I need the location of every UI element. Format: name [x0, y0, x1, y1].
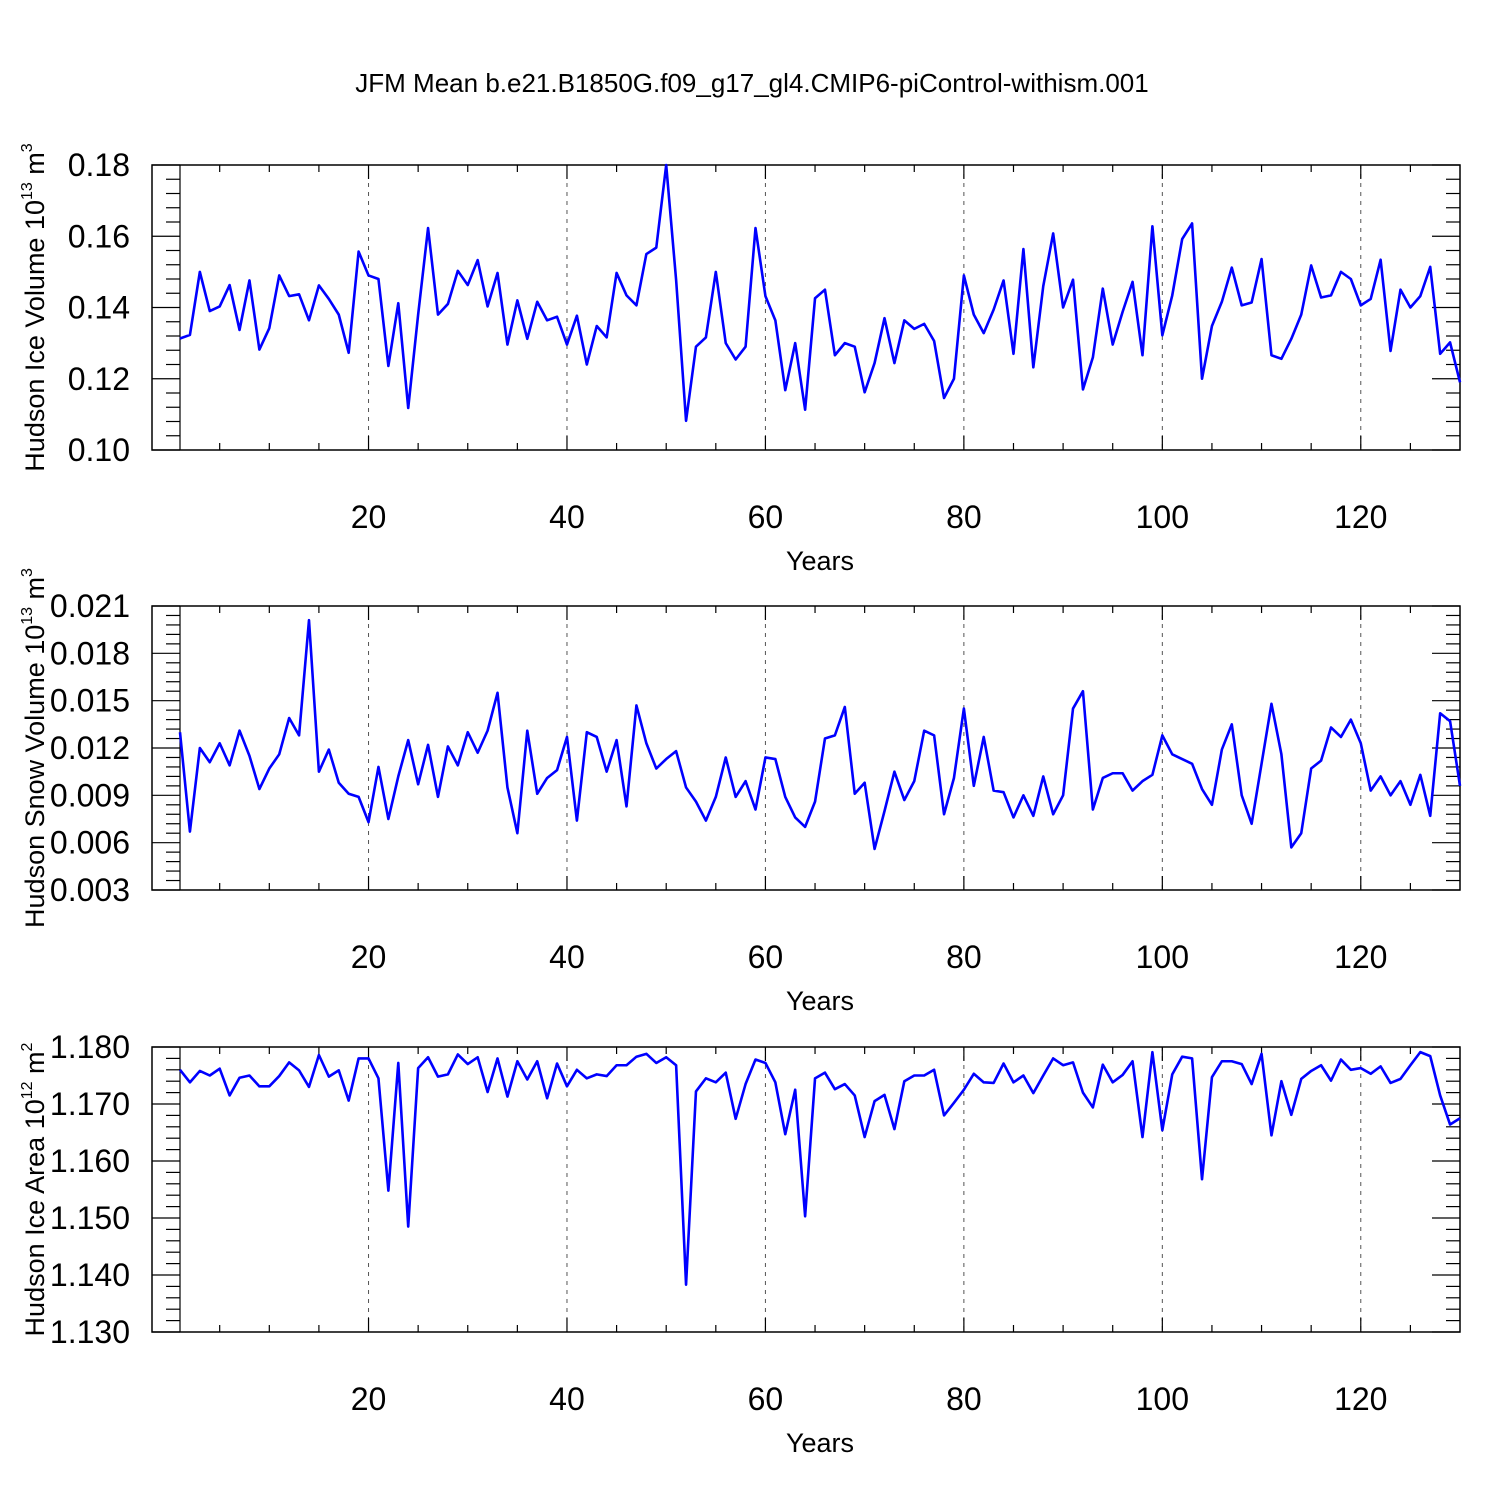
y-tick-label: 1.150 [50, 1200, 130, 1236]
x-axis-title: Years [786, 1428, 854, 1458]
x-tick-label: 20 [351, 1381, 387, 1417]
y-axis-title-unit: m [20, 1051, 50, 1081]
y-axis-title-text: Hudson Ice Area 10 [20, 1099, 50, 1336]
y-tick-label: 0.012 [50, 730, 130, 766]
plot-frame [151, 1046, 1461, 1333]
y-tick-label: 1.140 [50, 1257, 130, 1293]
y-axis-title: Hudson Ice Volume 1013 m3 [19, 143, 50, 471]
series-line-panel-3 [178, 1050, 1461, 1286]
x-tick-label: 80 [946, 1381, 982, 1417]
y-tick-label: 0.015 [50, 683, 130, 719]
y-tick-label: 0.18 [68, 147, 130, 183]
x-axis-title: Years [786, 986, 854, 1016]
series-line-panel-1 [179, 163, 1462, 423]
x-tick-label: 80 [946, 939, 982, 975]
x-tick-label: 60 [748, 499, 784, 535]
y-tick-label: 0.009 [50, 777, 130, 813]
x-tick-label: 40 [549, 1381, 585, 1417]
y-axis-title-unit: m [20, 152, 50, 182]
x-tick-label: 120 [1334, 939, 1387, 975]
y-tick-label: 0.16 [68, 218, 130, 254]
panel-2: 20 40 60 80 100 120 0.003 0.006 0.009 0.012 0.015 0… [19, 568, 1462, 1016]
y-axis-title-exponent: 13 [19, 607, 36, 625]
panel-1: 20 40 60 80 100 120 0.10 0.12 0.14 0.16 0.18 Years H… [19, 143, 1462, 576]
x-tick-label: 100 [1136, 1381, 1189, 1417]
x-tick-label: 40 [549, 939, 585, 975]
y-axis-title: Hudson Ice Area 1012 m2 [19, 1042, 50, 1336]
panels: 20 40 60 80 100 120 0.10 0.12 0.14 0.16 0.18 Years H… [19, 143, 1462, 1458]
y-tick-label: 0.10 [68, 432, 130, 468]
x-tick-label: 80 [946, 499, 982, 535]
x-axis-title: Years [786, 546, 854, 576]
panel-3: 20 40 60 80 100 120 1.130 1.140 1.150 1.160 1.170 1… [19, 1029, 1461, 1458]
y-tick-label: 1.180 [50, 1029, 130, 1065]
y-axis-title-unit-exponent: 3 [19, 143, 36, 152]
x-tick-label: 60 [748, 1381, 784, 1417]
y-tick-label: 0.003 [50, 872, 130, 908]
y-tick-label: 0.018 [50, 635, 130, 671]
y-axis-title-unit-exponent: 3 [19, 568, 36, 577]
x-tick-label: 60 [748, 939, 784, 975]
x-tick-label: 20 [351, 939, 387, 975]
x-tick-label: 100 [1136, 939, 1189, 975]
y-tick-label: 1.170 [50, 1086, 130, 1122]
x-tick-label: 120 [1334, 1381, 1387, 1417]
y-tick-label: 0.021 [50, 588, 130, 624]
chart-title: JFM Mean b.e21.B1850G.f09_g17_gl4.CMIP6-… [355, 68, 1148, 98]
y-axis-title-text: Hudson Ice Volume 10 [20, 200, 50, 472]
y-tick-label: 0.14 [68, 290, 130, 326]
y-axis-title-exponent: 12 [19, 1081, 36, 1099]
x-tick-label: 100 [1136, 499, 1189, 535]
y-tick-label: 0.12 [68, 361, 130, 397]
x-tick-label: 120 [1334, 499, 1387, 535]
y-axis-title-unit: m [20, 577, 50, 607]
y-tick-label: 0.006 [50, 825, 130, 861]
y-axis-title-unit-exponent: 2 [19, 1042, 36, 1051]
y-axis-title-text: Hudson Snow Volume 10 [20, 625, 50, 928]
series-line-panel-2 [178, 618, 1462, 851]
y-tick-label: 1.130 [50, 1314, 130, 1350]
x-tick-label: 20 [351, 499, 387, 535]
y-tick-label: 1.160 [50, 1143, 130, 1179]
y-axis-title: Hudson Snow Volume 1013 m3 [19, 568, 50, 928]
y-axis-title-exponent: 13 [19, 182, 36, 200]
x-tick-label: 40 [549, 499, 585, 535]
